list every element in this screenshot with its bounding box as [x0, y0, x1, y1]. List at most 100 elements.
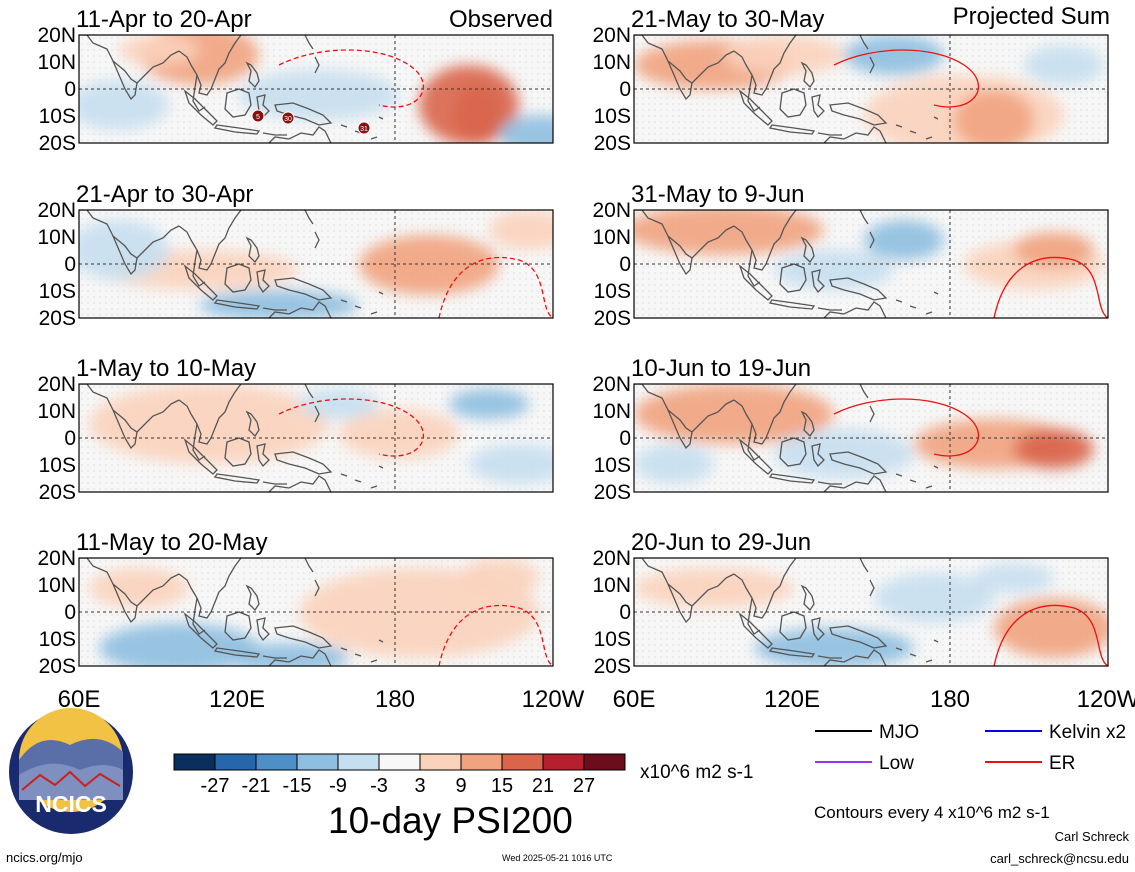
- anomaly-region: [774, 429, 914, 479]
- lat-label: 0: [619, 253, 631, 276]
- author-email: carl_schreck@ncsu.edu: [990, 851, 1129, 866]
- generation-timestamp: Wed 2025-05-21 1016 UTC: [502, 853, 613, 863]
- legend-label: Kelvin x2: [1049, 722, 1126, 743]
- storm-marker: [251, 109, 265, 123]
- er-contour: [278, 398, 424, 457]
- er-contour: [438, 256, 553, 318]
- anomaly-region: [359, 235, 499, 295]
- anomaly-region: [199, 290, 359, 318]
- lon-label: 180: [930, 686, 970, 713]
- lat-label: 20N: [37, 547, 76, 570]
- panel-frame: [633, 209, 1109, 319]
- anomaly-region: [724, 35, 844, 75]
- colorbar-swatch: [173, 753, 216, 771]
- colorbar-swatch: [419, 753, 462, 771]
- colorbar-tick-label: -27: [201, 775, 230, 797]
- anomaly-region: [634, 384, 834, 444]
- panel-label: 21-Apr to 30-Apr: [76, 181, 253, 208]
- figure-title: 10-day PSI200: [328, 800, 573, 841]
- lat-label: 20N: [592, 24, 631, 47]
- lat-label: 10S: [39, 454, 76, 477]
- lat-label: 20N: [592, 547, 631, 570]
- colorbar-swatch: [583, 753, 626, 771]
- lat-label: 10N: [592, 51, 631, 74]
- lat-label: 0: [619, 601, 631, 624]
- storm-marker: [281, 111, 295, 125]
- lat-label: 20S: [594, 307, 631, 330]
- panel-label: 21-May to 30-May: [631, 6, 824, 33]
- storm-marker-label: 31: [360, 126, 368, 133]
- map-field: [634, 558, 1108, 666]
- map-panel: [78, 209, 554, 319]
- panel-frame: [78, 557, 554, 667]
- lat-label: 20N: [37, 24, 76, 47]
- panel-label: 31-May to 9-Jun: [631, 181, 804, 208]
- colorbar-tick-label: 15: [491, 775, 513, 797]
- anomaly-region: [119, 35, 199, 65]
- anomaly-region: [634, 210, 824, 255]
- storm-marker-label: 30: [284, 116, 292, 123]
- storm-marker-label: 5: [256, 114, 260, 121]
- panel-frame: [78, 34, 554, 144]
- anomaly-region: [994, 598, 1108, 658]
- anomaly-region: [974, 563, 1054, 593]
- map-field: [79, 384, 553, 492]
- anomaly-region: [89, 384, 329, 464]
- lat-label: 20S: [594, 481, 631, 504]
- map-panel: [633, 383, 1109, 493]
- lat-label: 10N: [37, 51, 76, 74]
- map-field: [634, 35, 1108, 143]
- legend-label: MJO: [879, 722, 919, 743]
- anomaly-region: [449, 389, 529, 419]
- anomaly-region: [99, 623, 259, 666]
- author-name: Carl Schreck: [1054, 829, 1129, 844]
- colorbar-tick-label: 27: [573, 775, 595, 797]
- anomaly-region: [864, 220, 944, 260]
- lat-label: 20N: [37, 373, 76, 396]
- er-contour: [278, 49, 424, 108]
- colorbar-swatch: [460, 753, 503, 771]
- map-panel: [78, 557, 554, 667]
- colorbar-swatch: [214, 753, 257, 771]
- lat-label: 0: [64, 427, 76, 450]
- panel-frame: [78, 383, 554, 493]
- colorbar-tick-label: 3: [414, 775, 425, 797]
- lat-label: 20S: [39, 655, 76, 678]
- colorbar-swatch: [542, 753, 585, 771]
- colorbar-tick-label: 9: [455, 775, 466, 797]
- colorbar-tick-label: 21: [532, 775, 554, 797]
- lon-label: 120E: [209, 686, 265, 713]
- lat-label: 0: [619, 78, 631, 101]
- colorbar-tick-label: -9: [329, 775, 347, 797]
- lat-label: 0: [64, 78, 76, 101]
- panel-frame: [633, 557, 1109, 667]
- lat-label: 10S: [594, 454, 631, 477]
- colorbar-tick-label: -21: [242, 775, 271, 797]
- lat-label: 10S: [594, 105, 631, 128]
- anomaly-region: [954, 90, 1034, 143]
- lat-label: 10S: [594, 280, 631, 303]
- anomaly-region: [499, 115, 553, 143]
- panel-label: 10-Jun to 19-Jun: [631, 355, 811, 382]
- lat-label: 10N: [592, 574, 631, 597]
- map-field: [79, 35, 553, 143]
- anomaly-region: [339, 409, 459, 459]
- lat-label: 0: [64, 253, 76, 276]
- logo-trend-line: [21, 770, 121, 791]
- anomaly-region: [459, 558, 539, 598]
- lat-label: 20S: [39, 307, 76, 330]
- lat-label: 10S: [39, 628, 76, 651]
- er-contour: [993, 604, 1108, 666]
- colorbar-swatch: [337, 753, 380, 771]
- er-contour: [438, 604, 553, 666]
- er-contour: [833, 49, 979, 108]
- map-panel: [78, 383, 554, 493]
- logo-text: NCICS: [35, 791, 107, 817]
- lat-label: 20N: [592, 373, 631, 396]
- lat-label: 0: [64, 601, 76, 624]
- colorbar-swatch: [296, 753, 339, 771]
- colorbar-swatch: [255, 753, 298, 771]
- map-panel: [78, 34, 554, 144]
- panel-frame: [633, 383, 1109, 493]
